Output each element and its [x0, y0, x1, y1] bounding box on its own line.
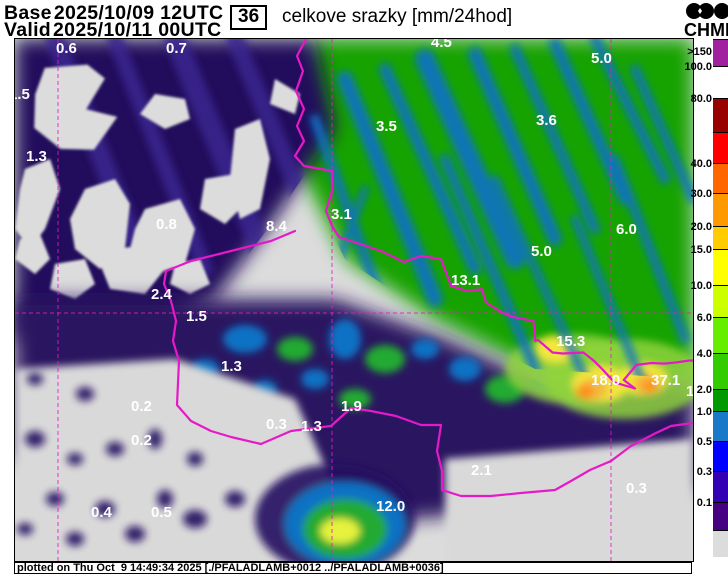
- svg-text:2.1: 2.1: [471, 462, 492, 479]
- svg-text:0.8: 0.8: [156, 216, 177, 233]
- svg-text:4.5: 4.5: [431, 39, 452, 51]
- svg-text:8.4: 8.4: [266, 218, 288, 235]
- svg-text:13.1: 13.1: [451, 272, 480, 289]
- svg-text:2.4: 2.4: [151, 286, 173, 303]
- svg-text:5.0: 5.0: [531, 243, 552, 260]
- svg-text:0.2: 0.2: [131, 432, 152, 449]
- svg-text:3.5: 3.5: [376, 118, 397, 135]
- svg-text:0.6: 0.6: [56, 40, 77, 57]
- svg-text:0.3: 0.3: [626, 480, 647, 497]
- svg-text:1.3: 1.3: [26, 148, 47, 165]
- svg-text:1.5: 1.5: [186, 308, 207, 325]
- svg-text:37.1: 37.1: [651, 372, 680, 389]
- svg-text:1.3: 1.3: [221, 358, 242, 375]
- svg-text:12.0: 12.0: [376, 498, 405, 515]
- svg-text:0.3: 0.3: [266, 416, 287, 433]
- svg-text:0.4: 0.4: [91, 504, 113, 521]
- svg-text:15.3: 15.3: [556, 333, 585, 350]
- svg-text:1.3: 1.3: [301, 418, 322, 435]
- svg-text:0.5: 0.5: [151, 504, 172, 521]
- svg-text:6.0: 6.0: [616, 221, 637, 238]
- svg-text:1.9: 1.9: [341, 398, 362, 415]
- svg-text:18.0: 18.0: [591, 372, 620, 389]
- svg-text:3.1: 3.1: [331, 206, 352, 223]
- svg-text:0.7: 0.7: [166, 40, 187, 57]
- svg-text:0.2: 0.2: [131, 398, 152, 415]
- svg-text:5.0: 5.0: [591, 50, 612, 67]
- svg-text:3.6: 3.6: [536, 112, 557, 129]
- svg-text:1.5: 1.5: [15, 86, 30, 103]
